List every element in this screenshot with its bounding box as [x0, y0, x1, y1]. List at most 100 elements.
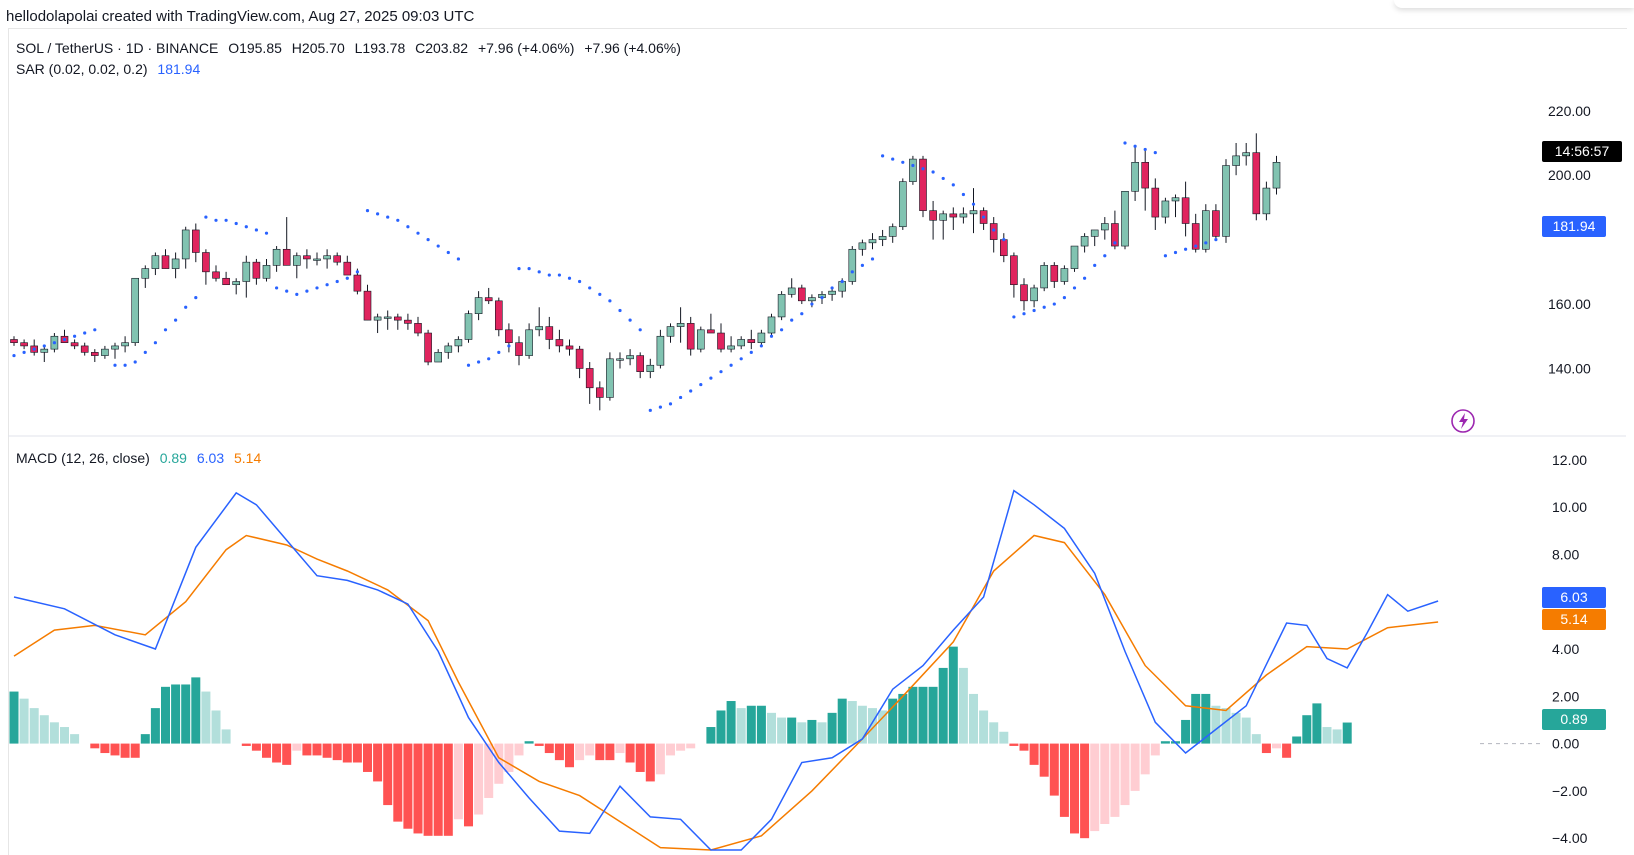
- candle-body: [505, 329, 513, 343]
- histogram-bar: [150, 708, 160, 744]
- candle-body: [1101, 223, 1109, 231]
- sar-dot: [891, 157, 895, 161]
- candle-body: [161, 255, 170, 269]
- candle-body: [797, 287, 806, 302]
- sar-dot: [497, 350, 501, 354]
- candle-body: [919, 158, 927, 211]
- sar-dot: [386, 215, 390, 219]
- histogram-bar: [494, 743, 504, 784]
- price-candles: [10, 133, 1281, 411]
- macd-legend[interactable]: MACD (12, 26, close) 0.89 6.03 5.14: [16, 450, 267, 466]
- histogram-bar: [575, 743, 585, 761]
- candle-body: [121, 342, 129, 347]
- sar-dot: [93, 328, 97, 332]
- candle-body: [808, 297, 816, 302]
- sar-dot: [557, 273, 562, 277]
- histogram-bar: [625, 743, 635, 763]
- sar-dot: [1103, 254, 1107, 258]
- histogram-bar: [140, 734, 150, 744]
- sar-dot: [1072, 286, 1077, 290]
- histogram-bar: [878, 710, 888, 744]
- sar-dot: [123, 363, 127, 367]
- candle-body: [1232, 155, 1240, 166]
- candle-body: [767, 316, 776, 334]
- histogram-bar: [1150, 743, 1160, 756]
- histogram-bar: [999, 731, 1009, 744]
- candle-body: [131, 277, 139, 343]
- sar-dot: [547, 273, 551, 277]
- candle-body: [777, 294, 786, 318]
- histogram-bar: [1110, 743, 1120, 817]
- candle-body: [949, 213, 958, 218]
- sar-dot: [810, 302, 814, 306]
- candle-body: [1161, 200, 1170, 218]
- macd-label: MACD (12, 26, close): [16, 450, 150, 466]
- sar-dot: [679, 395, 683, 400]
- candle-body: [888, 226, 897, 237]
- candle-body: [525, 329, 533, 356]
- macd-badge-bg: [1542, 587, 1606, 608]
- candle-body: [1141, 162, 1149, 189]
- candle-body: [1070, 245, 1079, 269]
- histogram-bar: [464, 743, 473, 827]
- sar-dot: [1083, 276, 1087, 280]
- histogram-bar: [423, 743, 433, 836]
- histogram-bar: [251, 743, 261, 751]
- histogram-bar: [39, 715, 49, 744]
- sar-dot: [830, 286, 834, 290]
- histogram-bar: [847, 701, 857, 744]
- candle-body: [696, 329, 705, 350]
- candle-body: [40, 348, 49, 353]
- histogram-bar: [100, 743, 110, 754]
- histogram-bar: [474, 743, 484, 815]
- candle-body: [323, 255, 331, 260]
- histogram-bar: [868, 708, 877, 744]
- histogram-bar: [383, 743, 393, 806]
- author-caption: hellodolapolai created with TradingView.…: [6, 8, 475, 25]
- histogram-bar: [9, 691, 19, 744]
- sar-dot: [204, 215, 208, 219]
- histogram-bar: [605, 743, 615, 761]
- price-axis[interactable]: 220.00 200.00 160.00 140.00: [1548, 103, 1591, 377]
- sar-dot: [840, 279, 844, 284]
- sar-dot: [901, 160, 905, 164]
- candle-body: [898, 181, 907, 228]
- candle-body: [494, 300, 503, 331]
- macd-tick-label: −2.00: [1552, 783, 1588, 799]
- candle-body: [747, 339, 756, 343]
- histogram-bar: [837, 698, 847, 744]
- histogram-bar: [393, 743, 403, 822]
- histogram-bar: [171, 684, 181, 744]
- sar-value: 181.94: [157, 61, 201, 77]
- candle-body: [232, 281, 240, 286]
- change-percent-value: +7.96 (+4.06%): [584, 40, 681, 56]
- symbol-legend: SOL / TetherUS · 1D · BINANCE O195.85 H2…: [16, 40, 687, 56]
- sar-dot: [1012, 315, 1016, 319]
- histogram-bar: [90, 743, 100, 749]
- histogram-bar: [1049, 743, 1059, 796]
- candle-body: [363, 290, 372, 321]
- sar-dot: [83, 331, 87, 335]
- sar-dot: [376, 212, 380, 216]
- candle-body: [555, 339, 564, 347]
- histogram-bar: [655, 743, 665, 775]
- alert-lightning-icon[interactable]: [1451, 409, 1475, 433]
- histogram-bar: [453, 743, 463, 820]
- symbol-name[interactable]: SOL / TetherUS · 1D · BINANCE: [16, 40, 219, 56]
- sar-dot: [436, 244, 440, 248]
- sar-legend[interactable]: SAR (0.02, 0.02, 0.2) 181.94: [16, 61, 206, 77]
- sar-dot: [194, 295, 198, 300]
- sar-dot: [689, 389, 693, 393]
- histogram-bar: [554, 743, 564, 761]
- sar-dot: [113, 363, 117, 367]
- sar-dot: [1052, 302, 1056, 306]
- histogram-bar: [1231, 712, 1241, 744]
- sar-dot: [335, 279, 339, 284]
- macd-tick-label: 4.00: [1552, 641, 1579, 657]
- histogram-bar: [1191, 693, 1201, 744]
- candle-body: [565, 345, 574, 350]
- candle-body: [1262, 187, 1271, 215]
- sar-badge: 181.94: [1542, 216, 1606, 237]
